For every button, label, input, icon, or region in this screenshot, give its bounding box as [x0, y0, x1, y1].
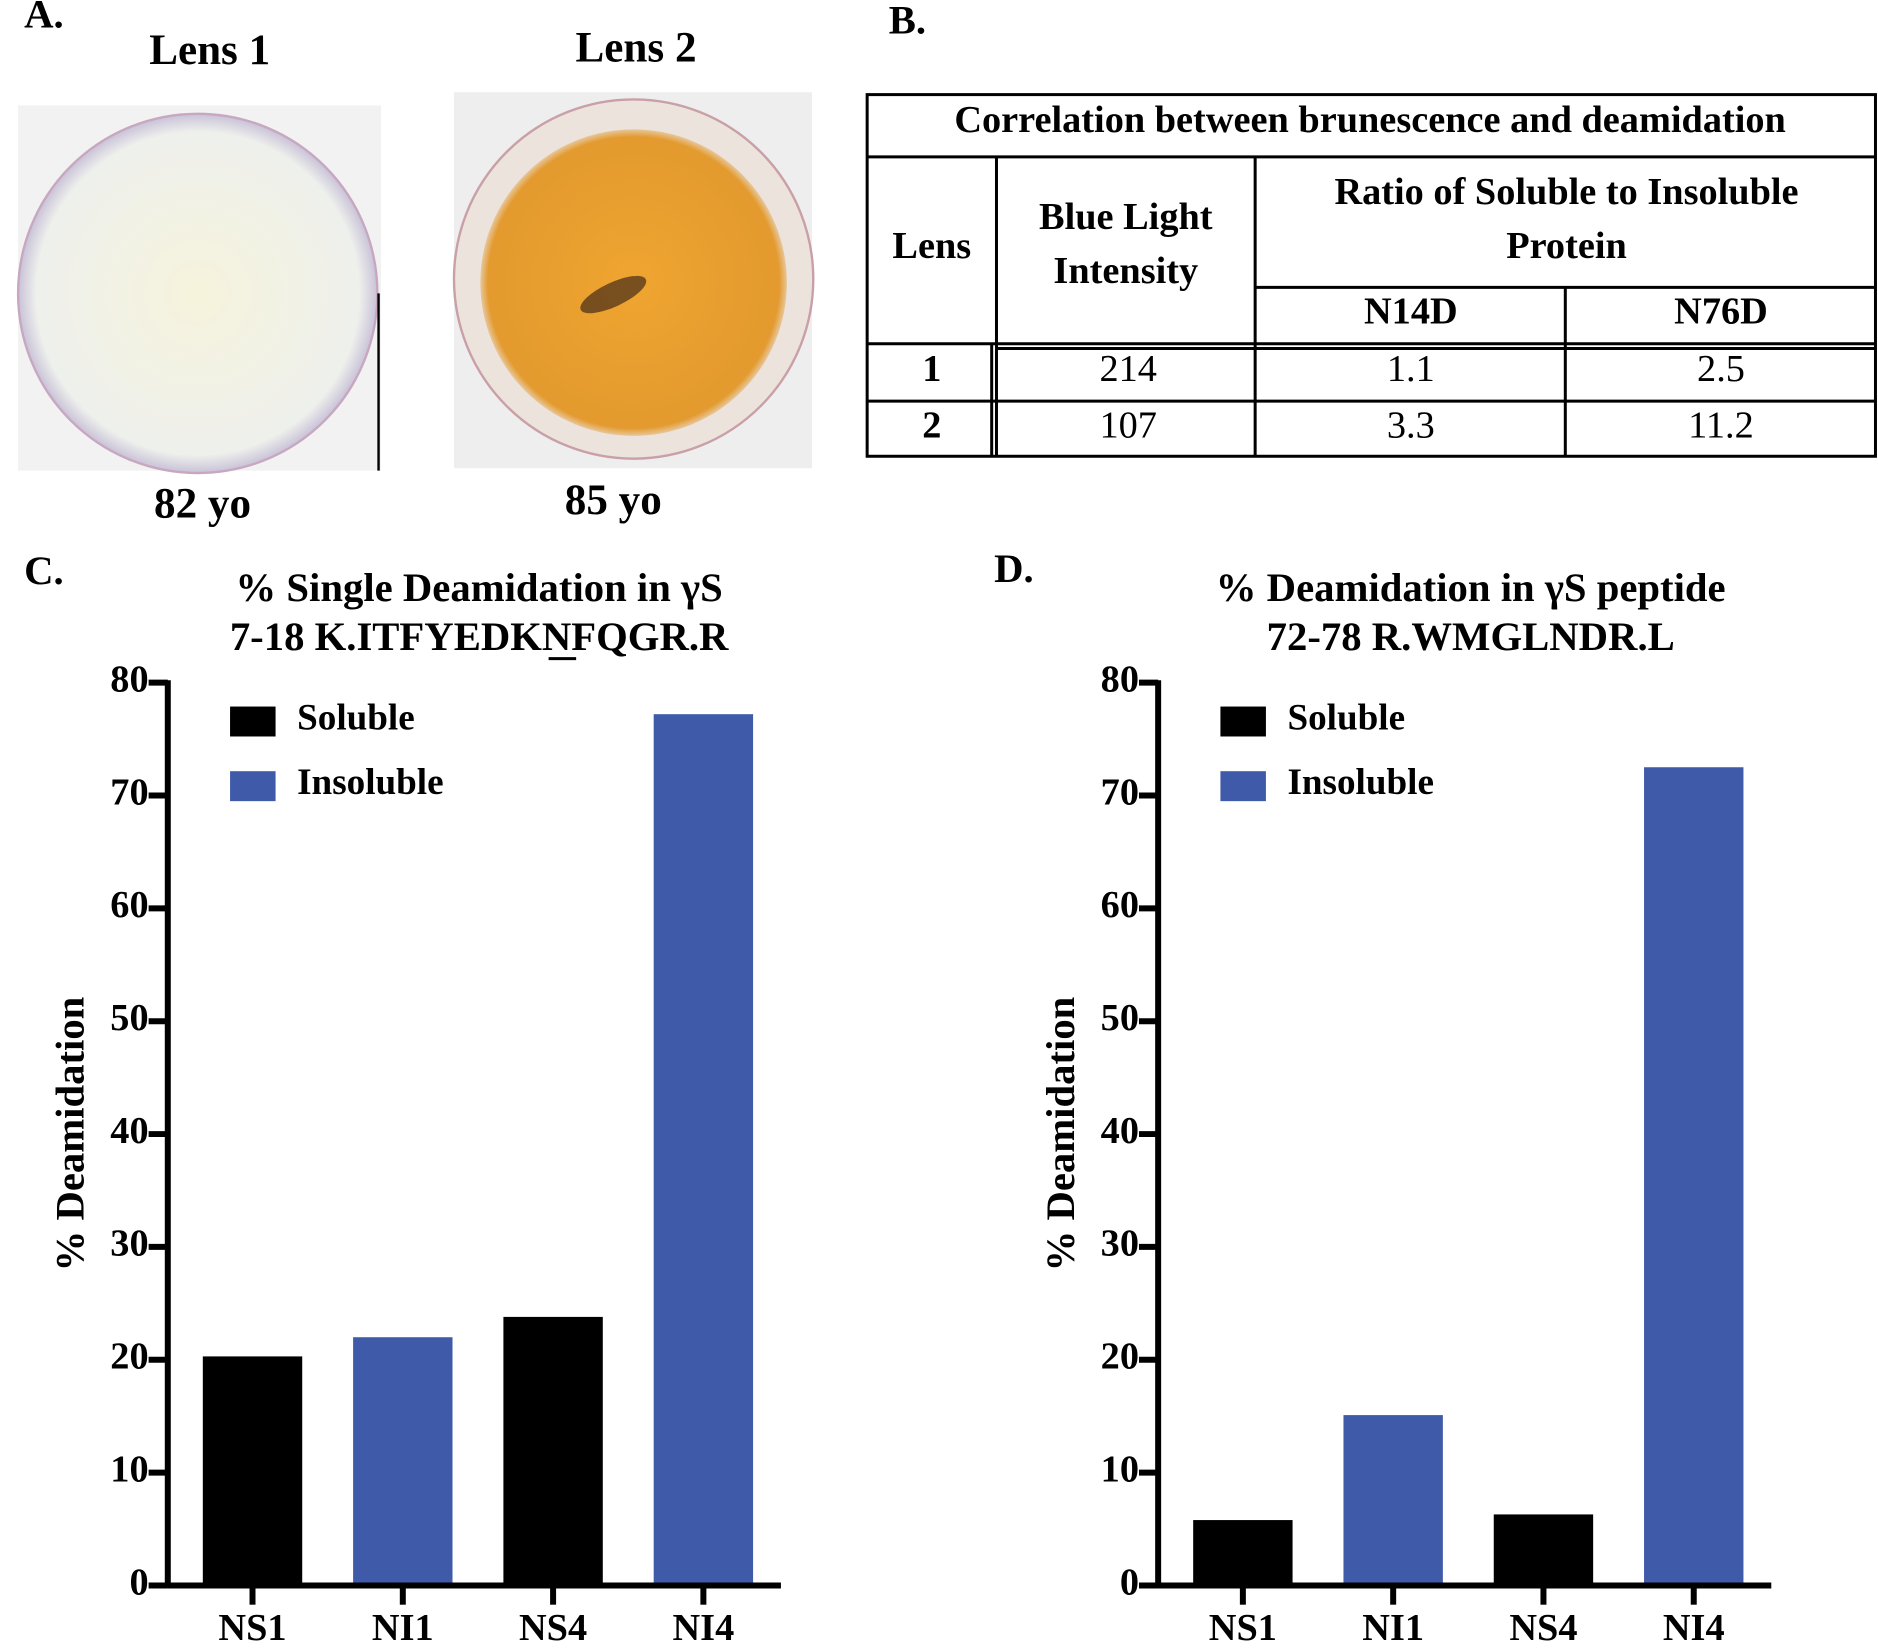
x-tick-label: NI4 [673, 1607, 735, 1649]
bar [653, 714, 754, 1586]
bar [353, 1337, 453, 1586]
table-cell: 11.2 [1688, 405, 1754, 447]
legend-swatch [230, 771, 276, 802]
legend-swatch [1220, 706, 1266, 737]
bar [202, 1356, 303, 1586]
chart-title: % Deamidation in γS peptide [1216, 565, 1726, 610]
panel-label: A. [24, 0, 64, 36]
lens-label: Lens 1 [149, 27, 270, 74]
legend-label: Soluble [1287, 697, 1405, 738]
age-label: 85 yo [565, 477, 662, 524]
legend-label: Insoluble [297, 762, 443, 803]
x-tick-label: NS4 [1509, 1607, 1577, 1649]
y-tick-label: 20 [110, 1336, 148, 1378]
y-tick-label: 0 [129, 1561, 148, 1603]
y-tick-label: 20 [1101, 1336, 1139, 1378]
x-tick-label: NS1 [218, 1607, 286, 1649]
y-tick-label: 30 [110, 1223, 148, 1265]
y-tick-label: 50 [1101, 997, 1139, 1039]
table-header: Blue Light [1039, 196, 1213, 238]
legend-swatch [230, 706, 276, 737]
lens-image [16, 112, 379, 475]
bar [1644, 767, 1744, 1586]
table-header: Protein [1506, 225, 1627, 267]
y-tick-label: 50 [110, 997, 148, 1039]
chart-title: 7-18 K.ITFYEDKNFQGR.R [230, 614, 729, 659]
age-label: 82 yo [154, 481, 251, 528]
legend-swatch [1220, 771, 1266, 802]
table-title: Correlation between brunescence and deam… [954, 99, 1785, 141]
panel-label: D. [994, 546, 1034, 591]
legend-label: Insoluble [1287, 762, 1433, 803]
chart-title: % Single Deamidation in γS [236, 565, 723, 610]
y-tick-label: 70 [1101, 771, 1139, 813]
bar [1493, 1514, 1594, 1586]
table-border [865, 93, 1877, 458]
legend-label: Soluble [297, 697, 415, 738]
x-tick-label: NS1 [1209, 1607, 1277, 1649]
table-cell: 214 [1099, 348, 1156, 390]
x-tick-label: NI1 [372, 1607, 434, 1649]
panel-label: C. [24, 548, 64, 593]
table [865, 93, 1877, 458]
table-cell: 107 [1099, 405, 1156, 447]
y-axis-label: % Deamidation [48, 996, 93, 1271]
y-tick-label: 10 [110, 1448, 148, 1490]
table-cell: 1 [922, 348, 941, 390]
table-cell: 1.1 [1387, 348, 1435, 390]
chart-title: 72-78 R.WMGLNDR.L [1267, 614, 1675, 659]
y-tick-label: 60 [110, 884, 148, 926]
y-tick-label: 60 [1101, 884, 1139, 926]
table-cell: 3.3 [1387, 405, 1435, 447]
panel-label: B. [889, 0, 926, 42]
lens-spot [580, 275, 647, 314]
y-tick-label: 10 [1101, 1448, 1139, 1490]
y-axis-label: % Deamidation [1038, 996, 1083, 1271]
table-cell: 2 [922, 405, 941, 447]
x-tick-label: NI4 [1663, 1607, 1725, 1649]
table-header: N14D [1364, 291, 1458, 333]
table-header: Lens [892, 225, 971, 267]
table-header: N76D [1674, 291, 1768, 333]
table-cell: 2.5 [1697, 348, 1745, 390]
x-tick-label: NS4 [519, 1607, 587, 1649]
x-tick-label: NI1 [1362, 1607, 1424, 1649]
bar [503, 1316, 603, 1586]
y-tick-label: 40 [110, 1110, 148, 1152]
y-tick-label: 40 [1101, 1110, 1139, 1152]
table-header: Intensity [1053, 250, 1198, 292]
y-tick-label: 70 [110, 771, 148, 813]
y-tick-label: 0 [1120, 1561, 1139, 1603]
y-tick-label: 80 [110, 658, 148, 700]
bar [1193, 1520, 1293, 1586]
table-header: Ratio of Soluble to Insoluble [1334, 171, 1798, 213]
lens-label: Lens 2 [576, 24, 697, 71]
bar [1343, 1415, 1443, 1586]
y-tick-label: 30 [1101, 1223, 1139, 1265]
y-tick-label: 80 [1101, 658, 1139, 700]
